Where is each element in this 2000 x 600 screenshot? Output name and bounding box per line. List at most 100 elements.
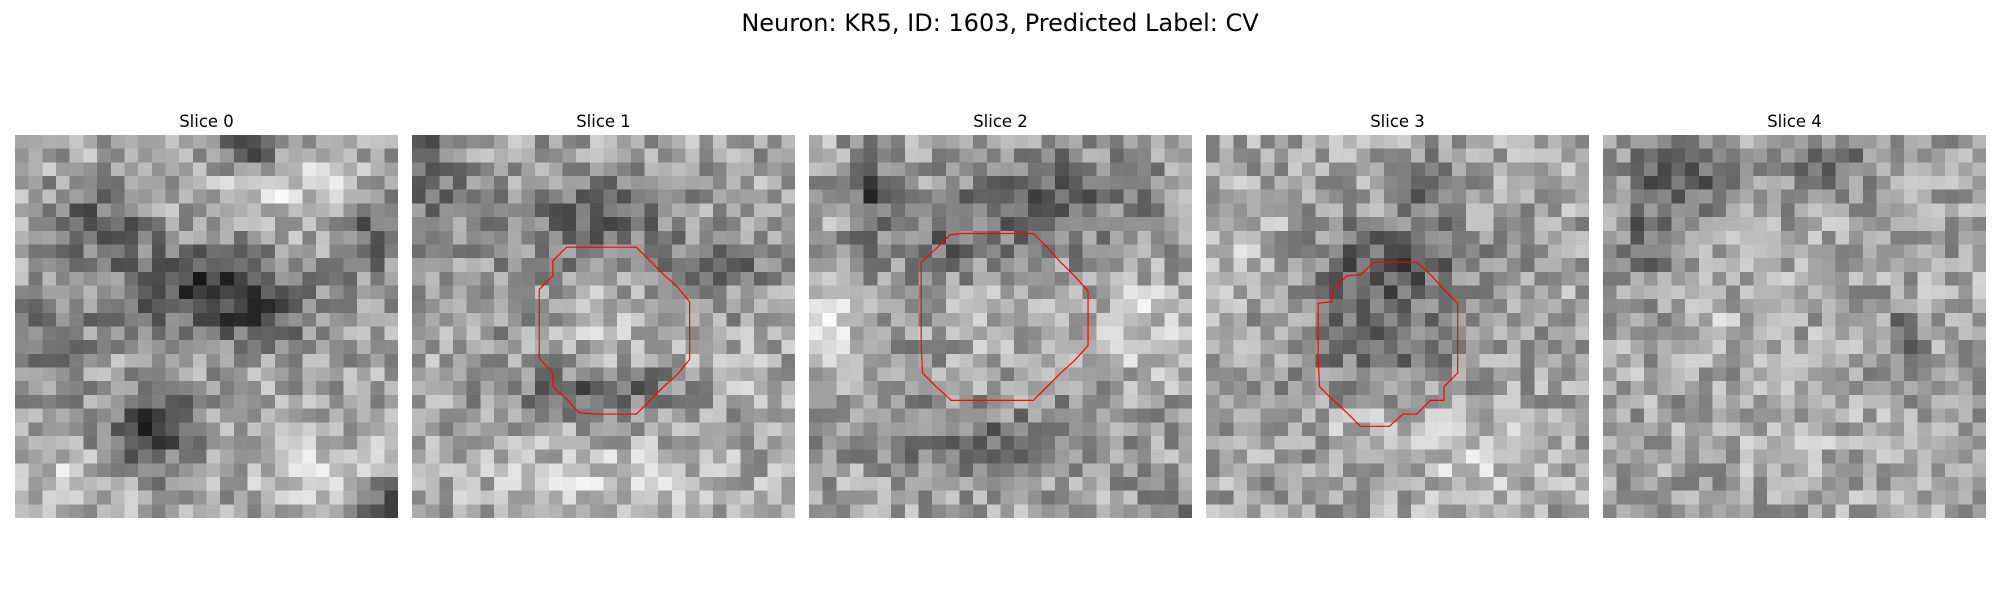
pixel — [1356, 490, 1371, 505]
pixel — [1288, 353, 1303, 368]
pixel — [809, 326, 823, 341]
pixel — [494, 408, 509, 423]
pixel — [1342, 326, 1357, 341]
pixel — [617, 381, 632, 396]
pixel — [699, 285, 714, 300]
pixel — [1301, 148, 1316, 163]
pixel — [535, 271, 550, 286]
pixel — [891, 312, 906, 327]
pixel — [1726, 285, 1741, 300]
pixel — [1068, 230, 1083, 245]
pixel — [1534, 435, 1549, 450]
pixel — [233, 217, 248, 232]
pixel — [1958, 353, 1973, 368]
pixel — [1726, 148, 1741, 163]
pixel — [1465, 230, 1480, 245]
pixel — [1671, 422, 1686, 437]
pixel — [1356, 285, 1371, 300]
pixel — [1534, 422, 1549, 437]
pixel — [206, 490, 221, 505]
pixel — [1137, 435, 1152, 450]
pixel — [453, 340, 467, 355]
pixel — [1835, 394, 1850, 409]
pixel — [1150, 422, 1165, 437]
pixel — [42, 408, 57, 423]
pixel — [1247, 408, 1261, 423]
pixel — [1657, 135, 1672, 149]
pixel — [1876, 230, 1891, 245]
pixel — [986, 176, 1001, 190]
pixel — [288, 176, 303, 190]
slice-title-1: Slice 1 — [576, 112, 631, 131]
pixel — [699, 230, 714, 245]
pixel — [712, 435, 727, 450]
pixel — [1917, 285, 1932, 300]
pixel — [1000, 299, 1015, 314]
pixel — [206, 162, 221, 177]
pixel — [959, 394, 974, 409]
pixel — [630, 230, 645, 245]
pixel — [453, 244, 467, 259]
pixel — [535, 394, 550, 409]
pixel — [576, 435, 591, 450]
pixel — [1096, 504, 1111, 518]
pixel — [904, 463, 919, 478]
pixel — [658, 176, 673, 190]
pixel — [1288, 394, 1303, 409]
pixel — [1671, 217, 1686, 232]
pixel — [1123, 162, 1138, 177]
pixel — [1438, 381, 1453, 396]
pixel — [945, 463, 960, 478]
pixel — [1506, 230, 1521, 245]
pixel — [1685, 162, 1700, 177]
pixel — [97, 449, 112, 464]
pixel — [425, 148, 440, 163]
pixel — [274, 326, 289, 341]
pixel — [726, 285, 741, 300]
pixel — [1288, 449, 1303, 464]
pixel — [480, 203, 495, 218]
pixel — [288, 353, 303, 368]
pixel — [1055, 435, 1070, 450]
pixel — [1219, 176, 1234, 190]
pixel — [1753, 148, 1768, 163]
pixel — [1055, 422, 1070, 437]
pixel — [356, 394, 371, 409]
pixel — [1698, 258, 1713, 273]
pixel — [1438, 176, 1453, 190]
pixel — [1150, 340, 1165, 355]
pixel — [1383, 176, 1398, 190]
pixel — [206, 353, 221, 368]
pixel — [1342, 394, 1357, 409]
pixel — [42, 230, 57, 245]
pixel — [877, 217, 892, 232]
pixel — [220, 271, 235, 286]
pixel — [1903, 353, 1918, 368]
pixel — [1000, 217, 1015, 232]
pixel — [1958, 203, 1973, 218]
pixel — [453, 230, 467, 245]
pixel — [192, 217, 207, 232]
pixel — [1465, 285, 1480, 300]
pixel — [343, 504, 358, 518]
pixel — [1561, 148, 1576, 163]
pixel — [302, 422, 317, 437]
pixel — [274, 476, 289, 491]
slice-panel-2: Slice 2 — [809, 112, 1192, 518]
pixel — [138, 381, 153, 396]
pixel — [1493, 135, 1508, 149]
pixel — [466, 422, 481, 437]
pixel — [1671, 148, 1686, 163]
pixel — [1055, 176, 1070, 190]
pixel — [1547, 435, 1562, 450]
pixel — [1958, 162, 1973, 177]
pixel — [1109, 449, 1124, 464]
pixel — [370, 203, 385, 218]
pixel — [384, 435, 398, 450]
pixel — [1082, 299, 1097, 314]
pixel — [1315, 312, 1330, 327]
pixel — [370, 394, 385, 409]
pixel — [1247, 340, 1261, 355]
pixel — [233, 340, 248, 355]
pixel — [1301, 381, 1316, 396]
